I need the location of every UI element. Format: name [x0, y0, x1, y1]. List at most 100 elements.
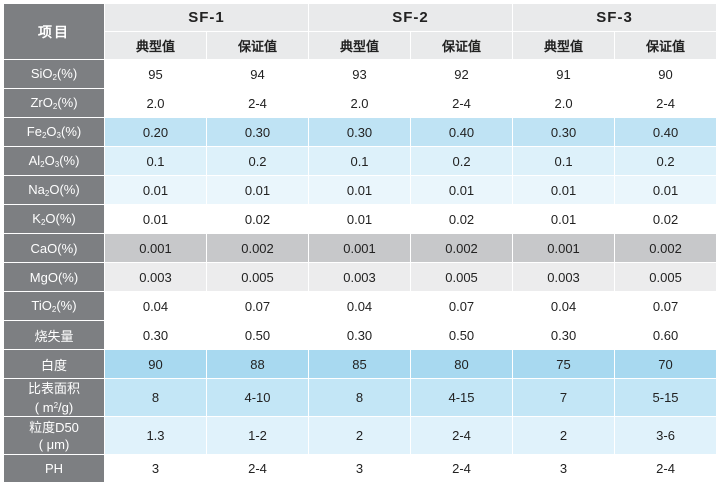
table-cell: 95	[104, 59, 207, 89]
table-cell: 0.003	[104, 262, 207, 292]
table-cell: 0.04	[512, 291, 616, 321]
table-cell: 0.30	[512, 117, 616, 147]
table-cell: 4-10	[205, 378, 310, 417]
table-cell: 0.01	[410, 175, 514, 205]
table-cell: 0.30	[308, 117, 412, 147]
table-cell: 0.04	[104, 291, 207, 321]
table-cell: 92	[410, 59, 514, 89]
table-row-specific-surface-area: 比表面积( m2/g) 8 4-10 8 4-15 7 5-15	[3, 378, 718, 417]
subheader-typical: 典型值	[104, 31, 207, 60]
subheader-guaranteed: 保证值	[410, 31, 514, 60]
table-cell: 0.20	[104, 117, 207, 147]
table-cell: 0.005	[410, 262, 514, 292]
table-cell: 2-4	[410, 88, 514, 118]
table-cell: 0.003	[512, 262, 616, 292]
table-cell: 3-6	[614, 416, 718, 455]
table-cell: 0.002	[205, 233, 310, 263]
table-cell: 0.001	[104, 233, 207, 263]
table-row-tio2: TiO2(%) 0.04 0.07 0.04 0.07 0.04 0.07	[3, 291, 718, 321]
subheader-typical: 典型值	[308, 31, 412, 60]
table-cell: 0.01	[614, 175, 718, 205]
row-label: SiO2(%)	[3, 59, 105, 89]
row-label: CaO(%)	[3, 233, 105, 263]
table-cell: 8	[308, 378, 412, 417]
row-label: ZrO2(%)	[3, 88, 105, 118]
table-row-sio2: SiO2(%) 95 94 93 92 91 90	[3, 59, 718, 89]
table-cell: 0.002	[410, 233, 514, 263]
table-cell: 2.0	[308, 88, 412, 118]
table-cell: 0.005	[614, 262, 718, 292]
table-cell: 3	[308, 454, 412, 483]
table-cell: 2.0	[512, 88, 616, 118]
table-cell: 0.07	[410, 291, 514, 321]
table-cell: 90	[614, 59, 718, 89]
table-cell: 0.02	[205, 204, 310, 234]
table-row-particle-size-d50: 粒度D50( μm) 1.3 1-2 2 2-4 2 3-6	[3, 416, 718, 455]
table-cell: 0.01	[104, 204, 207, 234]
row-label: Fe2O3(%)	[3, 117, 105, 147]
table-cell: 8	[104, 378, 207, 417]
table-cell: 70	[614, 349, 718, 379]
table-cell: 94	[205, 59, 310, 89]
row-label: PH	[3, 454, 105, 483]
table-cell: 0.1	[512, 146, 616, 176]
spec-table-container: 项目 SF-1 SF-2 SF-3 典型值 保证值 典型值 保证值 典型值 保证…	[3, 3, 718, 483]
table-cell: 0.01	[308, 204, 412, 234]
table-cell: 0.07	[205, 291, 310, 321]
table-cell: 0.003	[308, 262, 412, 292]
table-cell: 3	[512, 454, 616, 483]
item-header: 项目	[3, 3, 105, 60]
table-row-zro2: ZrO2(%) 2.0 2-4 2.0 2-4 2.0 2-4	[3, 88, 718, 118]
table-cell: 0.002	[614, 233, 718, 263]
group-header-sf3: SF-3	[512, 3, 718, 32]
table-cell: 0.01	[205, 175, 310, 205]
table-cell: 2-4	[614, 454, 718, 483]
table-cell: 0.02	[614, 204, 718, 234]
table-cell: 4-15	[410, 378, 514, 417]
table-row-al2o3: Al2O3(%) 0.1 0.2 0.1 0.2 0.1 0.2	[3, 146, 718, 176]
table-cell: 7	[512, 378, 616, 417]
spec-table: 项目 SF-1 SF-2 SF-3 典型值 保证值 典型值 保证值 典型值 保证…	[3, 3, 718, 483]
table-row-mgo: MgO(%) 0.003 0.005 0.003 0.005 0.003 0.0…	[3, 262, 718, 292]
table-cell: 0.005	[205, 262, 310, 292]
table-cell: 0.02	[410, 204, 514, 234]
table-cell: 93	[308, 59, 412, 89]
table-cell: 0.60	[614, 320, 718, 350]
table-cell: 0.001	[308, 233, 412, 263]
table-cell: 85	[308, 349, 412, 379]
table-cell: 88	[205, 349, 310, 379]
row-label: 比表面积( m2/g)	[3, 378, 105, 417]
table-cell: 0.01	[308, 175, 412, 205]
table-cell: 1-2	[205, 416, 310, 455]
row-label: Na2O(%)	[3, 175, 105, 205]
table-cell: 2	[512, 416, 616, 455]
table-cell: 2-4	[205, 88, 310, 118]
row-label: Al2O3(%)	[3, 146, 105, 176]
table-cell: 0.2	[205, 146, 310, 176]
table-cell: 80	[410, 349, 514, 379]
table-cell: 0.1	[104, 146, 207, 176]
table-cell: 0.30	[308, 320, 412, 350]
table-row-loss-on-ignition: 烧失量 0.30 0.50 0.30 0.50 0.30 0.60	[3, 320, 718, 350]
subheader-guaranteed: 保证值	[614, 31, 718, 60]
table-cell: 0.30	[104, 320, 207, 350]
table-cell: 2-4	[614, 88, 718, 118]
table-cell: 2-4	[410, 454, 514, 483]
table-cell: 0.01	[512, 175, 616, 205]
table-cell: 0.50	[410, 320, 514, 350]
row-label: MgO(%)	[3, 262, 105, 292]
table-cell: 1.3	[104, 416, 207, 455]
subheader-guaranteed: 保证值	[205, 31, 310, 60]
table-cell: 3	[104, 454, 207, 483]
table-cell: 0.07	[614, 291, 718, 321]
table-cell: 0.01	[512, 204, 616, 234]
table-cell: 90	[104, 349, 207, 379]
table-row-fe2o3: Fe2O3(%) 0.20 0.30 0.30 0.40 0.30 0.40	[3, 117, 718, 147]
table-cell: 75	[512, 349, 616, 379]
group-header-sf2: SF-2	[308, 3, 514, 32]
row-label: 白度	[3, 349, 105, 379]
table-row-k2o: K2O(%) 0.01 0.02 0.01 0.02 0.01 0.02	[3, 204, 718, 234]
table-cell: 0.50	[205, 320, 310, 350]
table-cell: 0.01	[104, 175, 207, 205]
table-cell: 0.001	[512, 233, 616, 263]
